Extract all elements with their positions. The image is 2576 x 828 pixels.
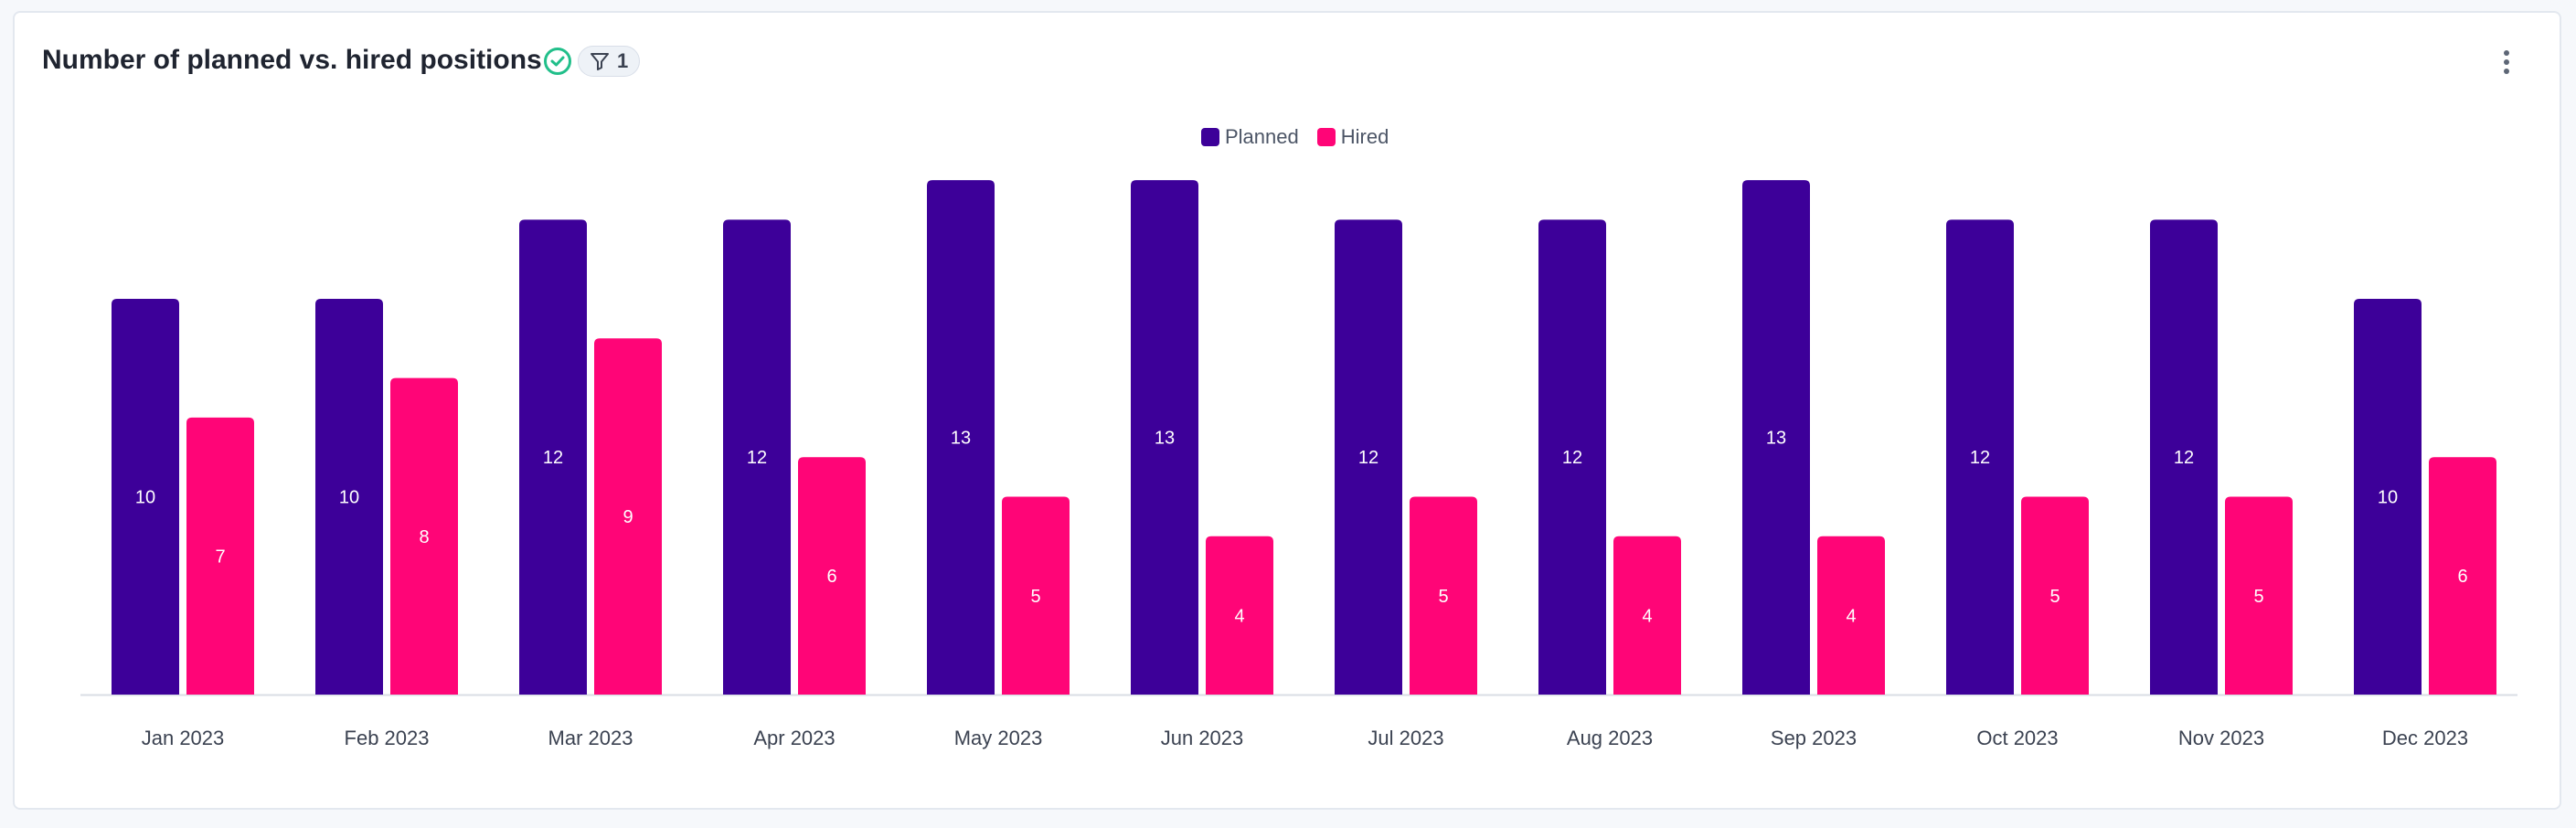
bar-hired-may-2023 (1002, 496, 1070, 695)
data-label-hired-jul-2023: 5 (1438, 587, 1448, 607)
bar-hired-jan-2023 (186, 417, 254, 695)
check-circle-icon (544, 48, 571, 75)
data-label-planned-sep-2023: 13 (1766, 429, 1786, 449)
bar-hired-apr-2023 (798, 457, 866, 695)
legend-swatch-planned (1201, 128, 1219, 146)
bar-planned-feb-2023 (315, 299, 383, 695)
x-tick-label-jun-2023: Jun 2023 (1161, 727, 1244, 749)
legend-label-hired: Hired (1340, 125, 1389, 148)
data-label-planned-oct-2023: 12 (1970, 448, 1990, 468)
x-tick-label-sep-2023: Sep 2023 (1771, 727, 1857, 749)
data-label-hired-apr-2023: 6 (826, 567, 836, 587)
legend-item-hired[interactable]: Hired (1316, 125, 1389, 149)
bar-planned-nov-2023 (2150, 219, 2218, 695)
bar-planned-aug-2023 (1538, 219, 1606, 695)
data-label-hired-oct-2023: 5 (2049, 587, 2060, 607)
bar-planned-dec-2023 (2354, 299, 2422, 695)
x-tick-label-jan-2023: Jan 2023 (142, 727, 225, 749)
bar-planned-jul-2023 (1335, 219, 1402, 695)
x-tick-label-dec-2023: Dec 2023 (2382, 727, 2468, 749)
bar-hired-aug-2023 (1613, 536, 1681, 695)
x-tick-label-may-2023: May 2023 (954, 727, 1043, 749)
bar-hired-oct-2023 (2021, 496, 2089, 695)
data-label-hired-feb-2023: 8 (419, 527, 429, 547)
legend: Planned Hired (1201, 124, 1407, 150)
filter-badge[interactable]: 1 (578, 46, 640, 77)
bar-hired-mar-2023 (594, 338, 662, 695)
data-label-hired-mar-2023: 9 (623, 507, 633, 527)
chart-title: Number of planned vs. hired positions (42, 45, 542, 75)
bar-planned-apr-2023 (723, 219, 791, 695)
data-label-planned-mar-2023: 12 (543, 448, 563, 468)
x-tick-label-mar-2023: Mar 2023 (548, 727, 633, 749)
legend-label-planned: Planned (1225, 125, 1299, 148)
data-label-planned-jun-2023: 13 (1155, 429, 1175, 449)
bar-planned-jan-2023 (112, 299, 179, 695)
kebab-menu-icon[interactable] (2496, 48, 2517, 77)
data-label-planned-may-2023: 13 (951, 429, 971, 449)
bar-planned-oct-2023 (1946, 219, 2014, 695)
bar-planned-jun-2023 (1131, 180, 1198, 695)
data-label-planned-dec-2023: 10 (2378, 488, 2398, 508)
bar-planned-may-2023 (927, 180, 995, 695)
x-tick-label-oct-2023: Oct 2023 (1976, 727, 2058, 749)
data-label-planned-nov-2023: 12 (2174, 448, 2194, 468)
filter-count: 1 (617, 49, 629, 72)
bar-hired-feb-2023 (390, 377, 458, 695)
data-label-hired-jun-2023: 4 (1234, 606, 1244, 626)
bar-hired-dec-2023 (2429, 457, 2496, 695)
bar-planned-sep-2023 (1742, 180, 1810, 695)
data-label-hired-jan-2023: 7 (215, 547, 225, 567)
bar-hired-jul-2023 (1410, 496, 1477, 695)
x-tick-label-aug-2023: Aug 2023 (1567, 727, 1653, 749)
legend-swatch-hired (1316, 128, 1336, 146)
x-tick-label-feb-2023: Feb 2023 (345, 727, 430, 749)
data-label-planned-jan-2023: 10 (135, 488, 155, 508)
data-label-hired-dec-2023: 6 (2457, 567, 2467, 587)
data-label-planned-aug-2023: 12 (1562, 448, 1582, 468)
bar-hired-jun-2023 (1206, 536, 1273, 695)
bar-planned-mar-2023 (519, 219, 587, 695)
funnel-icon (591, 53, 609, 70)
x-tick-label-nov-2023: Nov 2023 (2178, 727, 2264, 749)
x-tick-label-jul-2023: Jul 2023 (1368, 727, 1443, 749)
data-label-hired-sep-2023: 4 (1846, 606, 1856, 626)
data-label-planned-feb-2023: 10 (339, 488, 359, 508)
bar-hired-sep-2023 (1817, 536, 1885, 695)
legend-item-planned[interactable]: Planned (1201, 125, 1299, 149)
x-tick-label-apr-2023: Apr 2023 (753, 727, 835, 749)
data-label-hired-nov-2023: 5 (2253, 587, 2263, 607)
data-label-hired-aug-2023: 4 (1642, 606, 1652, 626)
data-label-planned-apr-2023: 12 (747, 448, 767, 468)
bar-hired-nov-2023 (2225, 496, 2293, 695)
data-label-planned-jul-2023: 12 (1358, 448, 1378, 468)
data-label-hired-may-2023: 5 (1030, 587, 1040, 607)
